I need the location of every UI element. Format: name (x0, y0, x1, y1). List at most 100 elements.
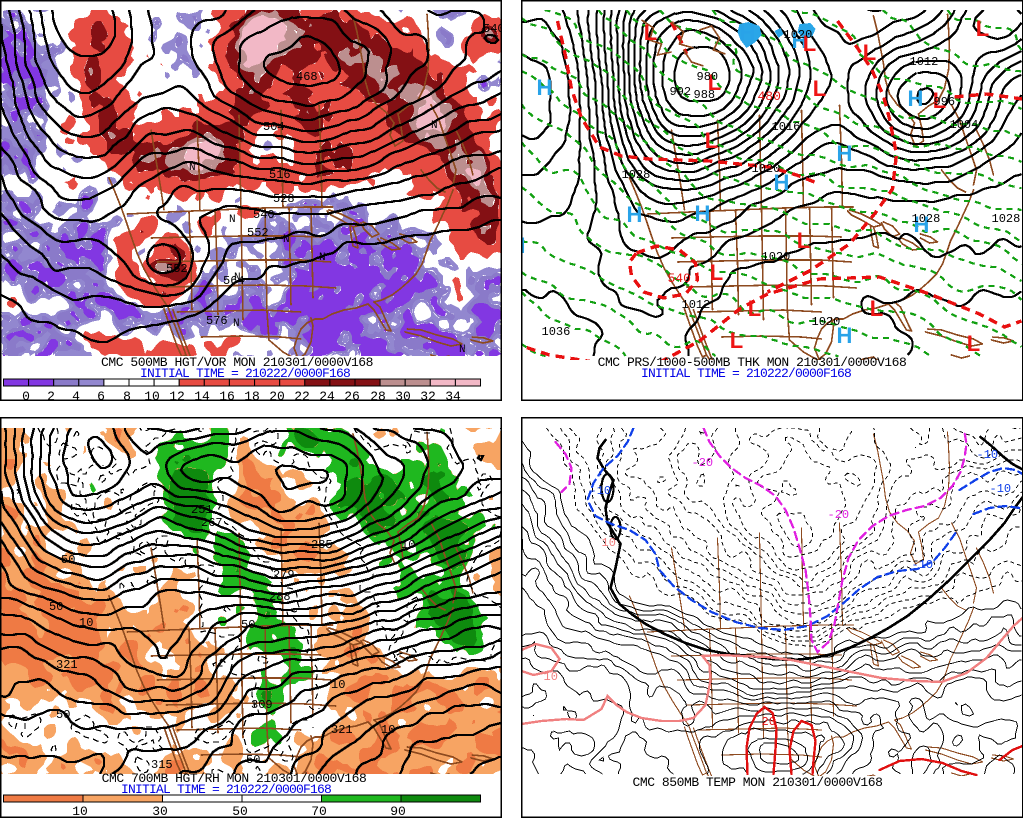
svg-text:1020: 1020 (812, 315, 841, 329)
svg-text:10: 10 (79, 616, 93, 630)
svg-text:N: N (233, 318, 240, 330)
svg-text:-10: -10 (977, 448, 999, 462)
svg-text:H: H (627, 202, 643, 227)
svg-text:L: L (933, 88, 946, 113)
svg-text:N: N (319, 252, 326, 264)
svg-text:24: 24 (319, 389, 335, 401)
svg-text:10: 10 (544, 670, 558, 684)
svg-text:L: L (644, 20, 657, 45)
svg-text:L: L (748, 296, 761, 321)
svg-text:N: N (229, 214, 236, 226)
svg-text:L: L (863, 40, 876, 65)
svg-text:552: 552 (247, 226, 269, 240)
svg-text:1016: 1016 (772, 120, 801, 134)
svg-text:540: 540 (483, 22, 502, 36)
svg-text:1028: 1028 (992, 212, 1021, 226)
svg-text:2: 2 (47, 389, 55, 401)
svg-text:279: 279 (273, 568, 295, 582)
svg-text:70: 70 (311, 804, 327, 818)
svg-text:10: 10 (381, 723, 395, 737)
svg-text:H: H (837, 141, 853, 166)
svg-text:528: 528 (273, 192, 295, 206)
svg-text:10: 10 (331, 678, 345, 692)
svg-text:1004: 1004 (950, 118, 979, 132)
svg-text:468: 468 (296, 70, 318, 84)
svg-text:1028: 1028 (912, 212, 941, 226)
svg-text:L: L (976, 16, 989, 41)
svg-text:480: 480 (758, 89, 781, 104)
svg-text:12: 12 (169, 389, 185, 401)
svg-text:50: 50 (241, 618, 255, 632)
svg-text:50: 50 (61, 553, 75, 567)
svg-text:N: N (234, 272, 241, 284)
svg-text:267: 267 (201, 516, 223, 530)
svg-text:996: 996 (934, 95, 956, 109)
svg-text:309: 309 (251, 698, 273, 712)
svg-text:-10: -10 (590, 484, 612, 498)
svg-text:90: 90 (390, 804, 406, 818)
svg-text:552: 552 (166, 262, 188, 276)
svg-text:14: 14 (194, 389, 210, 401)
svg-text:H: H (521, 233, 525, 258)
svg-text:28: 28 (370, 389, 386, 401)
svg-text:-20: -20 (692, 456, 714, 470)
svg-text:22: 22 (294, 389, 310, 401)
svg-text:1028: 1028 (622, 168, 651, 182)
svg-text:10: 10 (144, 389, 160, 401)
svg-text:1020: 1020 (762, 250, 791, 264)
svg-text:H: H (537, 75, 553, 100)
svg-text:992: 992 (670, 85, 692, 99)
svg-text:1012: 1012 (682, 298, 711, 312)
svg-text:-10: -10 (912, 558, 934, 572)
svg-text:H: H (695, 201, 711, 226)
svg-text:10: 10 (72, 804, 88, 818)
svg-text:315: 315 (151, 758, 173, 772)
svg-text:20: 20 (269, 389, 285, 401)
svg-text:50: 50 (49, 600, 63, 614)
svg-text:L: L (710, 260, 723, 285)
svg-text:50: 50 (232, 804, 248, 818)
svg-text:L: L (730, 328, 743, 353)
svg-text:-10: -10 (990, 482, 1012, 496)
svg-text:1020: 1020 (784, 28, 813, 42)
svg-text:0: 0 (22, 389, 30, 401)
svg-text:L: L (813, 76, 826, 101)
svg-text:980: 980 (697, 70, 719, 84)
svg-text:285: 285 (311, 538, 333, 552)
svg-text:50: 50 (246, 753, 260, 767)
svg-text:34: 34 (445, 389, 461, 401)
svg-text:H: H (837, 323, 853, 348)
svg-text:L: L (705, 128, 718, 153)
svg-text:540: 540 (668, 271, 691, 286)
svg-text:8: 8 (123, 389, 131, 401)
svg-text:10: 10 (401, 538, 415, 552)
svg-text:18: 18 (244, 389, 260, 401)
svg-text:H: H (792, 28, 808, 53)
svg-text:L: L (797, 228, 810, 253)
svg-text:321: 321 (331, 723, 353, 737)
svg-text:1036: 1036 (542, 325, 571, 339)
svg-text:576: 576 (206, 314, 228, 328)
svg-text:N: N (431, 120, 438, 132)
svg-text:504: 504 (263, 120, 285, 134)
svg-text:32: 32 (420, 389, 436, 401)
svg-text:L: L (967, 331, 980, 356)
svg-text:-20: -20 (828, 508, 850, 522)
svg-text:20: 20 (762, 715, 776, 729)
svg-text:L: L (708, 70, 721, 95)
svg-text:H: H (908, 86, 924, 111)
svg-text:H: H (774, 170, 790, 195)
svg-text:4: 4 (72, 389, 80, 401)
svg-text:N: N (189, 162, 196, 174)
svg-text:10: 10 (602, 536, 616, 550)
svg-text:L: L (803, 31, 816, 56)
svg-text:16: 16 (219, 389, 235, 401)
svg-text:H: H (740, 20, 756, 45)
svg-text:30: 30 (152, 804, 168, 818)
svg-text:H: H (914, 212, 930, 237)
svg-text:6: 6 (97, 389, 105, 401)
svg-text:251: 251 (191, 503, 213, 517)
svg-text:30: 30 (395, 389, 411, 401)
svg-text:N: N (459, 344, 466, 356)
svg-text:540: 540 (253, 208, 275, 222)
